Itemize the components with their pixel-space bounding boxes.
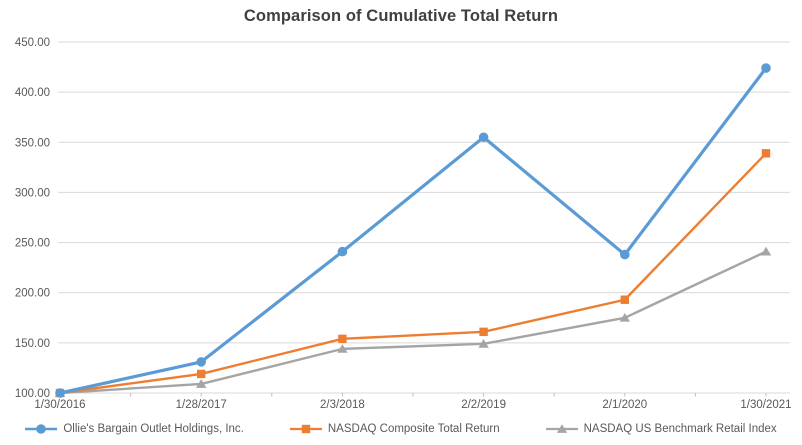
plot-area: 100.00 150.00 200.00 250.00 300.00 350.00 400.… <box>15 37 792 411</box>
square-marker-nasdaq-composite <box>761 149 771 158</box>
series-ollies-bargain-outlet <box>55 63 771 398</box>
legend-label: NASDAQ Composite Total Return <box>327 423 500 435</box>
y-axis-label: 250.00 <box>15 238 50 250</box>
y-axis-label: 450.00 <box>15 37 50 49</box>
square-marker-nasdaq-composite <box>197 369 206 379</box>
square-marker-nasdaq-composite <box>620 295 629 304</box>
x-axis-ticks <box>59 393 767 397</box>
x-axis-label: 1/30/2016 <box>34 399 85 411</box>
triangle-legend-marker-icon <box>545 424 578 433</box>
circle-marker-ollies-bargain-outlet <box>620 249 630 260</box>
square-marker-nasdaq-composite <box>338 334 347 344</box>
triangle-marker-nasdaq-us-benchmark-retail <box>619 312 630 322</box>
triangle-marker-nasdaq-us-benchmark-retail <box>760 246 772 256</box>
x-axis-label: 1/28/2017 <box>176 399 227 411</box>
legend-marker-shape <box>301 424 311 434</box>
x-axis-label: 2/2/2019 <box>461 399 506 411</box>
y-axis-label: 100.00 <box>15 388 50 400</box>
series-nasdaq-us-benchmark-retail <box>54 246 772 397</box>
x-axis-labels: 1/30/2016 1/28/2017 2/3/2018 2/2/2019 2/1/20… <box>34 399 791 411</box>
legend-item-ollies-bargain-outlet: Ollie's Bargain Outlet Holdings, Inc. <box>25 423 244 435</box>
square-legend-marker-icon <box>289 424 322 434</box>
y-axis-label: 200.00 <box>15 288 50 300</box>
legend-item-nasdaq-composite: NASDAQ Composite Total Return <box>289 423 500 435</box>
circle-marker-ollies-bargain-outlet <box>761 63 771 73</box>
square-marker-nasdaq-composite <box>479 327 488 337</box>
legend-marker-shape <box>36 424 47 434</box>
legend-label: Ollie's Bargain Outlet Holdings, Inc. <box>63 423 244 435</box>
triangle-marker-nasdaq-us-benchmark-retail <box>337 344 348 353</box>
circle-marker-ollies-bargain-outlet <box>478 132 489 143</box>
chart-title: Comparison of Cumulative Total Return <box>243 7 559 25</box>
series-line-nasdaq-composite <box>58 152 768 395</box>
series-nasdaq-composite <box>55 149 771 398</box>
circle-legend-marker-icon <box>25 424 58 434</box>
series-line-ollies-bargain-outlet <box>58 66 768 395</box>
x-axis-label: 1/30/2021 <box>740 399 791 411</box>
x-axis-label: 2/3/2018 <box>320 399 365 411</box>
y-axis-label: 150.00 <box>15 338 50 350</box>
triangle-marker-nasdaq-us-benchmark-retail <box>478 339 489 348</box>
circle-marker-ollies-bargain-outlet <box>337 246 348 257</box>
legend-item-nasdaq-us-benchmark-retail: NASDAQ US Benchmark Retail Index <box>545 423 777 435</box>
y-axis-label: 400.00 <box>15 87 50 99</box>
circle-marker-ollies-bargain-outlet <box>196 357 206 367</box>
x-axis-label: 2/1/2020 <box>602 399 647 411</box>
legend-label: NASDAQ US Benchmark Retail Index <box>583 423 777 435</box>
y-axis-label: 350.00 <box>15 137 50 149</box>
circle-marker-ollies-bargain-outlet <box>55 388 65 398</box>
chart-legend: Ollie's Bargain Outlet Holdings, Inc. NAS… <box>0 423 802 435</box>
legend-marker-shape <box>556 424 567 433</box>
series-line-nasdaq-us-benchmark-retail <box>58 250 768 395</box>
triangle-marker-nasdaq-us-benchmark-retail <box>196 379 207 388</box>
gridlines <box>58 41 790 394</box>
y-axis-labels: 100.00 150.00 200.00 250.00 300.00 350.00 400.… <box>15 37 50 400</box>
y-axis-label: 300.00 <box>15 187 50 199</box>
